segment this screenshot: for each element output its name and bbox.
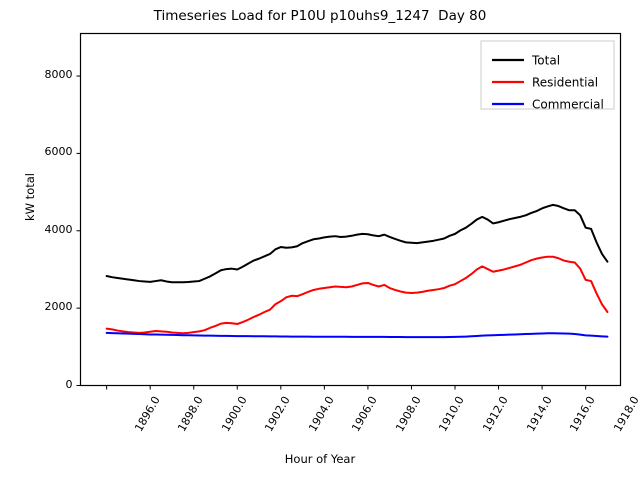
y-tick-label: 2000 <box>44 300 73 314</box>
y-tick-label: 6000 <box>44 145 73 159</box>
series-line-total <box>105 203 609 284</box>
legend-label-commercial: Commercial <box>532 98 604 112</box>
y-tick-label: 0 <box>65 377 73 391</box>
page-title: Timeseries Load for P10U p10uhs9_1247 Da… <box>153 8 487 24</box>
x-axis-label: Hour of Year <box>284 452 356 466</box>
tick-marks <box>76 75 587 390</box>
legend-box <box>480 40 615 110</box>
legend-label-total: Total <box>531 54 560 68</box>
series-line-commercial <box>105 331 609 339</box>
legend-label-residential: Residential <box>532 76 598 90</box>
series-line-residential <box>105 255 609 335</box>
axes-frame <box>79 32 622 387</box>
legend: Total Residential Commercial <box>480 40 615 112</box>
y-tick-label: 4000 <box>44 222 73 236</box>
data-series-group <box>105 203 609 339</box>
y-tick-label: 8000 <box>44 68 73 82</box>
